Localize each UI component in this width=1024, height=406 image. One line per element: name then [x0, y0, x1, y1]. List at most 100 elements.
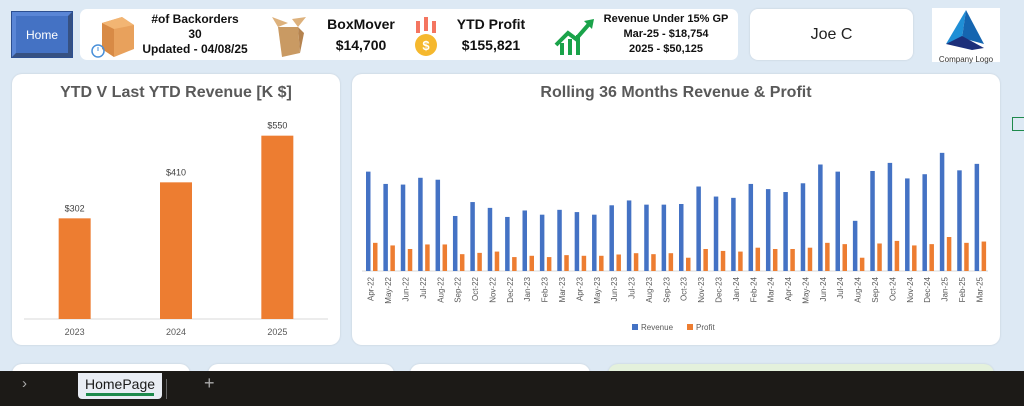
- boxmover-value: $14,700: [335, 37, 387, 53]
- x-tick-label: Jan-25: [941, 276, 950, 301]
- ytd-profit-label: YTD Profit: [456, 16, 526, 32]
- revenue-bar: [783, 192, 788, 271]
- profit-bar: [494, 251, 500, 271]
- revenue-bar: [852, 220, 858, 271]
- profit-bar: [459, 254, 465, 271]
- open-box-icon: [272, 17, 306, 57]
- x-tick-label: 2025: [267, 327, 287, 337]
- x-tick-label: Apr-23: [575, 276, 584, 301]
- profit-bar: [842, 244, 847, 271]
- profit-bar: [964, 242, 969, 271]
- revenue-bar: [748, 183, 754, 271]
- profit-bar: [477, 252, 482, 271]
- revenue-bar: [974, 163, 980, 271]
- profit-bar: [407, 248, 413, 271]
- x-tick-label: Mar-25: [975, 276, 984, 302]
- x-tick-label: Oct-22: [471, 276, 480, 301]
- x-tick-label: May-22: [384, 276, 393, 303]
- revenue-bar: [557, 209, 562, 271]
- x-tick-label: Jul-22: [419, 276, 428, 298]
- backorder-box-icon: [91, 17, 134, 58]
- rev-under-label: Revenue Under 15% GP: [603, 13, 729, 25]
- revenue-bar: [731, 197, 736, 271]
- profit-bar: [546, 257, 552, 271]
- rolling-revenue-chart: Rolling 36 Months Revenue & Profit Apr-2…: [352, 74, 1000, 345]
- profit-bar: [720, 250, 726, 271]
- profit-bar: [373, 242, 378, 271]
- home-button[interactable]: Home: [11, 11, 73, 58]
- revenue-bar: [592, 214, 597, 271]
- x-tick-label: Oct-23: [680, 276, 689, 301]
- revenue-bar: [957, 170, 962, 271]
- revenue-bar: [765, 189, 771, 271]
- profit-bar: [599, 255, 604, 271]
- x-tick-label: Nov-24: [906, 276, 915, 302]
- x-tick-label: Jun-23: [610, 276, 619, 301]
- profit-bar: [738, 251, 743, 271]
- profit-bar: [790, 248, 795, 271]
- profit-bar: [877, 243, 882, 271]
- profit-bar: [686, 257, 691, 271]
- revenue-bar: [887, 162, 893, 271]
- revenue-bar: [800, 183, 806, 271]
- x-tick-label: Dec-24: [923, 276, 932, 302]
- bar: [58, 218, 91, 319]
- revenue-bar: [905, 178, 910, 271]
- profit-bar: [564, 255, 569, 271]
- data-label: $550: [267, 121, 287, 131]
- x-tick-label: 2023: [65, 327, 85, 337]
- x-tick-label: Jan-24: [732, 276, 741, 301]
- revenue-bar: [452, 215, 458, 271]
- revenue-bar: [435, 179, 441, 271]
- backorders-label: #of Backorders: [151, 12, 239, 26]
- bar: [160, 182, 192, 319]
- x-tick-label: Mar-23: [558, 276, 567, 302]
- x-tick-label: Apr-22: [367, 276, 376, 301]
- revenue-bar: [470, 202, 475, 271]
- scroll-tabs-chevron-icon[interactable]: ›: [22, 375, 27, 392]
- legend-swatch: [687, 324, 693, 330]
- tab-homepage[interactable]: HomePage: [78, 373, 162, 399]
- legend-label: Revenue: [641, 323, 674, 332]
- revenue-bar: [696, 186, 701, 271]
- x-tick-label: May-24: [801, 276, 810, 303]
- profit-bar: [633, 253, 639, 271]
- x-tick-label: Aug-22: [436, 276, 445, 302]
- x-tick-label: Mar-24: [767, 276, 776, 302]
- profit-bar: [651, 254, 656, 271]
- x-tick-label: Jul-24: [836, 276, 845, 298]
- profit-bar: [859, 257, 865, 271]
- x-tick-label: Nov-23: [697, 276, 706, 302]
- revenue-bar: [383, 183, 388, 271]
- revenue-bar: [713, 196, 719, 271]
- boxmover-label: BoxMover: [327, 16, 395, 32]
- x-tick-label: Aug-23: [645, 276, 654, 302]
- profit-bar: [529, 255, 534, 271]
- profit-bar: [390, 245, 395, 271]
- backorders-updated: Updated - 04/08/25: [142, 42, 248, 56]
- x-tick-label: Jan-23: [523, 276, 532, 301]
- profit-bar: [772, 248, 778, 271]
- revenue-bar: [818, 164, 823, 271]
- revenue-bar: [609, 205, 614, 271]
- trend-up-icon: [554, 19, 594, 55]
- ytd-revenue-chart: YTD V Last YTD Revenue [K $] $302 2023 $41…: [12, 74, 340, 345]
- tab-divider: [166, 379, 167, 399]
- cell-selection[interactable]: [1012, 117, 1024, 131]
- bar: [261, 135, 294, 319]
- revenue-bar: [939, 152, 945, 271]
- revenue-bar: [644, 204, 649, 271]
- profit-bar: [703, 248, 708, 271]
- legend-swatch: [632, 324, 638, 330]
- data-label: $410: [166, 167, 186, 177]
- x-tick-label: Feb-24: [749, 276, 758, 302]
- x-tick-label: Sep-22: [454, 276, 463, 302]
- x-tick-label: Jun-22: [401, 276, 410, 301]
- x-tick-label: Feb-25: [958, 276, 967, 302]
- legend-label: Profit: [696, 323, 715, 332]
- revenue-bar: [505, 216, 510, 271]
- kpi-banner: #of Backorders 30 Updated - 04/08/25 Box…: [80, 9, 738, 60]
- x-tick-label: Aug-24: [854, 276, 863, 302]
- x-tick-label: Sep-24: [871, 276, 880, 302]
- add-sheet-plus-icon[interactable]: +: [204, 373, 215, 393]
